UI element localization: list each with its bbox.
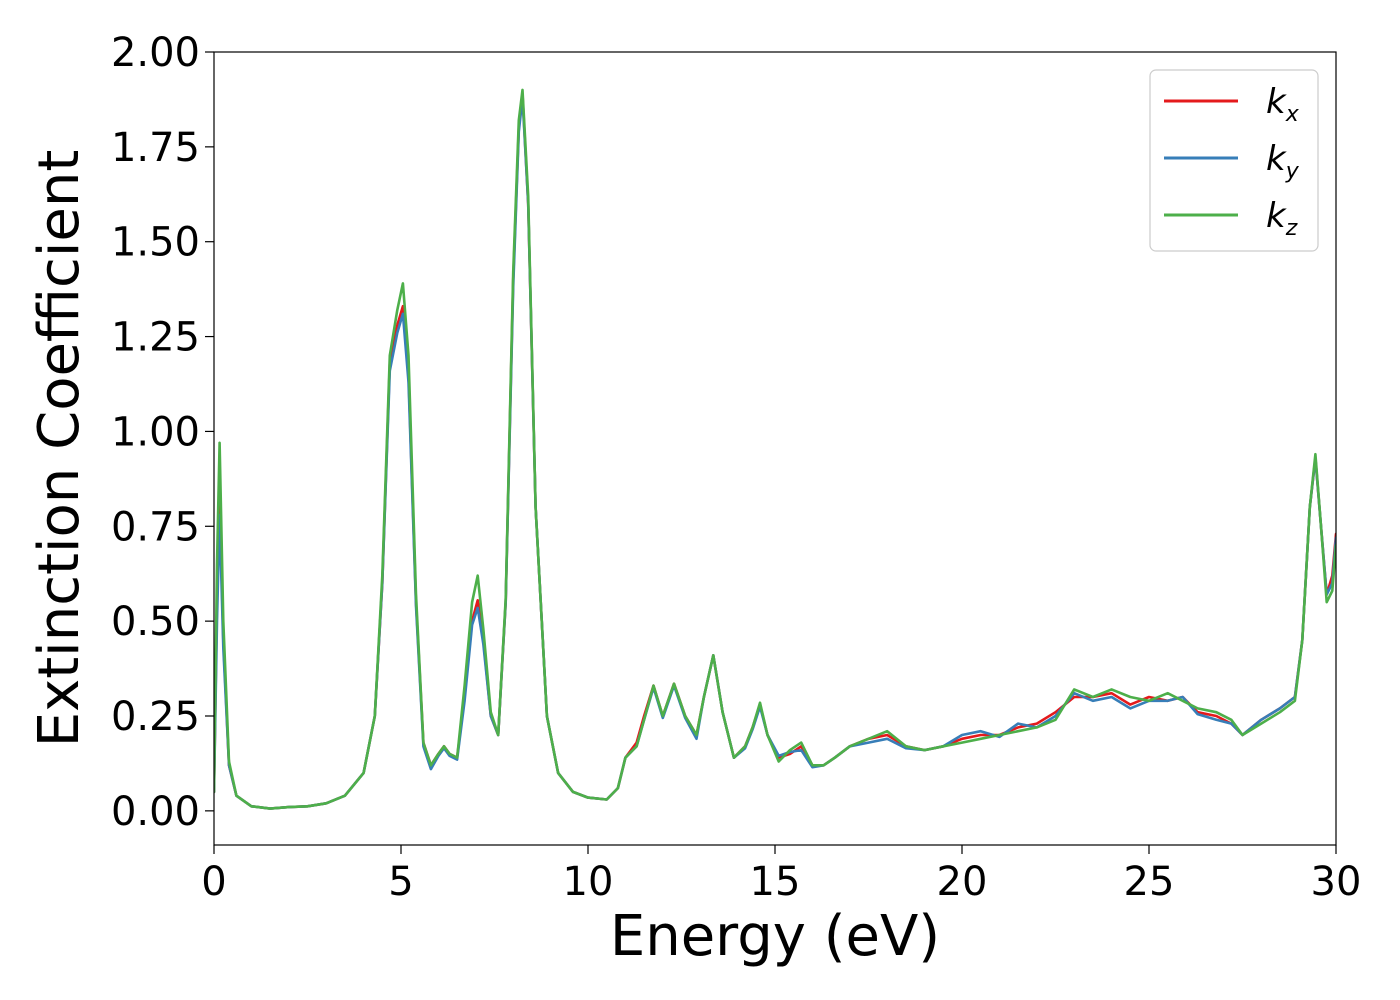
legend-item-k-y[interactable]: ky bbox=[1164, 139, 1300, 184]
legend-box bbox=[1149, 69, 1319, 252]
legend-label: ky bbox=[1266, 139, 1300, 184]
x-tick-label: 10 bbox=[563, 859, 614, 905]
x-axis-title: Energy (eV) bbox=[610, 904, 940, 969]
y-tick-label: 0.25 bbox=[111, 694, 200, 740]
legend-label-main: k bbox=[1266, 196, 1287, 236]
y-tick-label: 1.50 bbox=[111, 220, 200, 266]
legend-label: kx bbox=[1266, 82, 1300, 127]
y-tick-label: 0.50 bbox=[111, 599, 200, 645]
y-tick-label: 0.00 bbox=[111, 789, 200, 835]
x-axis-ticks: 0 5 10 15 20 25 30 bbox=[201, 845, 1361, 905]
y-tick-label: 1.00 bbox=[111, 409, 200, 455]
y-tick-label: 1.25 bbox=[111, 315, 200, 361]
y-axis-title: Extinction Coefficient bbox=[27, 150, 92, 748]
x-tick-label: 15 bbox=[750, 859, 801, 905]
legend-item-k-z[interactable]: kz bbox=[1164, 196, 1298, 241]
legend-label-main: k bbox=[1266, 82, 1287, 122]
legend-label-subscript: x bbox=[1285, 102, 1300, 127]
y-tick-label: 2.00 bbox=[111, 30, 200, 76]
y-tick-label: 1.75 bbox=[111, 125, 200, 171]
legend-label: kz bbox=[1266, 196, 1298, 241]
y-tick-label: 0.75 bbox=[111, 504, 200, 550]
legend-label-subscript: y bbox=[1285, 159, 1300, 184]
x-tick-label: 30 bbox=[1311, 859, 1362, 905]
legend-label-main: k bbox=[1266, 139, 1287, 179]
x-tick-label: 5 bbox=[388, 859, 413, 905]
x-tick-label: 25 bbox=[1124, 859, 1175, 905]
x-tick-label: 20 bbox=[937, 859, 988, 905]
legend-label-subscript: z bbox=[1285, 216, 1298, 241]
y-axis-ticks: 0.00 0.25 0.50 0.75 1.00 1.25 1.50 1.75 2.00 bbox=[111, 30, 214, 835]
series-layer bbox=[214, 88, 1336, 810]
legend-item-k-x[interactable]: kx bbox=[1164, 82, 1300, 127]
series-line-k-z bbox=[214, 88, 1336, 810]
x-tick-label: 0 bbox=[201, 859, 226, 905]
